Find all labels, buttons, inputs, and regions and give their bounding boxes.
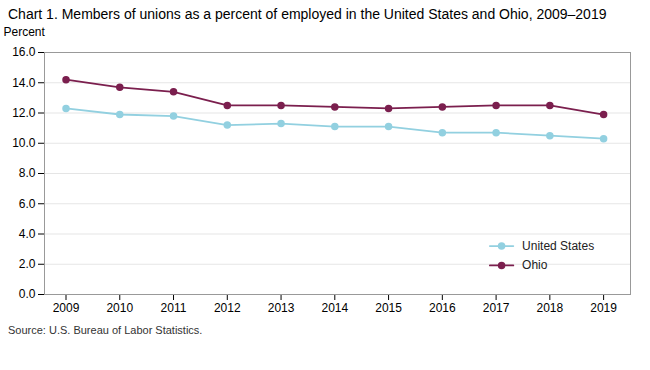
svg-text:2019: 2019 [590,301,617,315]
svg-text:2.0: 2.0 [19,257,36,271]
svg-text:2014: 2014 [321,301,348,315]
html-text:Chart 1. Members of unions as: Chart 1. Members of unions as a percent … [8,6,607,22]
svg-text:Percent: Percent [4,25,46,39]
svg-text:2011: 2011 [161,301,187,315]
svg-text:2017: 2017 [483,301,510,315]
svg-text:6.0: 6.0 [19,197,36,211]
svg-text:16.0: 16.0 [12,45,36,59]
svg-text:4.0: 4.0 [19,227,36,241]
svg-text:14.0: 14.0 [12,76,36,90]
svg-text:2009: 2009 [53,301,80,315]
svg-text:8.0: 8.0 [19,166,36,180]
svg-text:2012: 2012 [214,301,241,315]
html-text:Source: U.S. Bureau of Labor S: Source: U.S. Bureau of Labor Statistics. [8,324,203,336]
svg-text:2018: 2018 [537,301,564,315]
svg-text:0.0: 0.0 [19,287,36,301]
svg-text:10.0: 10.0 [12,136,36,150]
svg-text:2016: 2016 [429,301,456,315]
svg-text:Ohio: Ohio [522,258,548,272]
svg-text:United States: United States [522,239,594,253]
svg-text:12.0: 12.0 [12,106,36,120]
svg-text:2013: 2013 [268,301,295,315]
svg-text:2015: 2015 [375,301,402,315]
svg-text:2010: 2010 [106,301,133,315]
